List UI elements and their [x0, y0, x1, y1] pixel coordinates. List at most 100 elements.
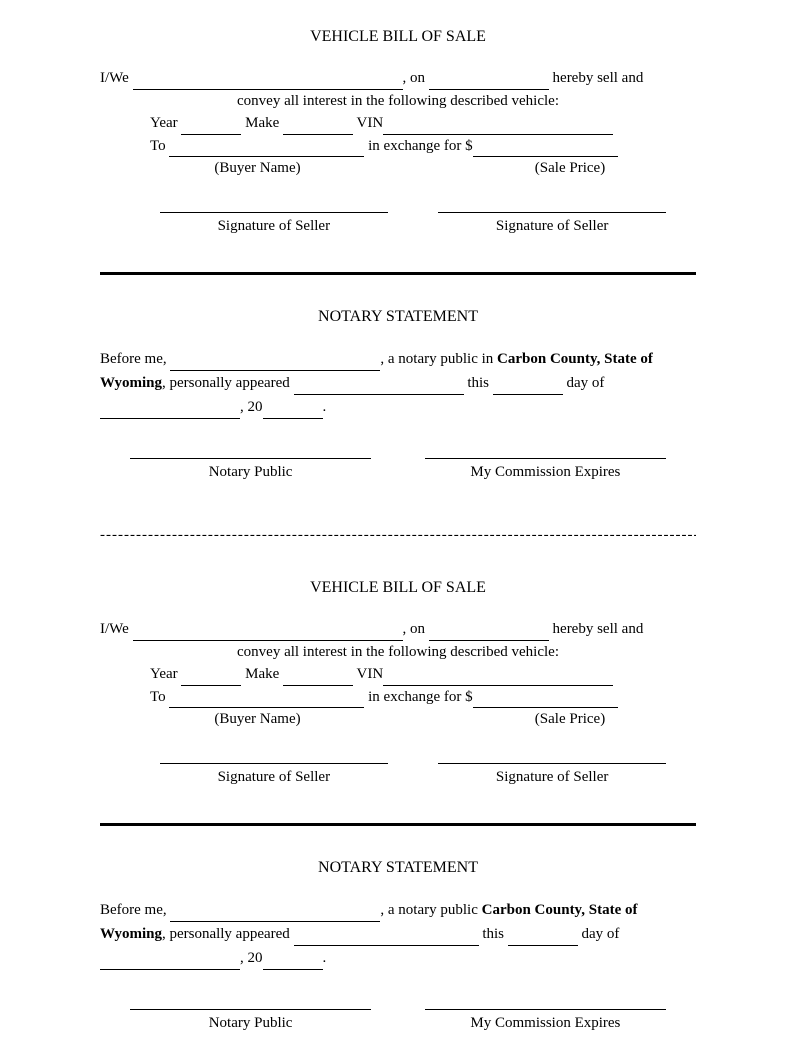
notary-sig-2a: Notary Public	[130, 995, 371, 1035]
notary-title-1: NOTARY STATEMENT	[100, 305, 696, 329]
notary-sig-1b: My Commission Expires	[425, 444, 666, 484]
sig-block-1b: Signature of Seller	[438, 198, 666, 238]
buyer-name-label-2: (Buyer Name)	[150, 708, 365, 731]
exchange-label: in exchange for $	[364, 138, 472, 154]
sig-label-2a: Signature of Seller	[160, 766, 388, 789]
heavy-rule-1	[100, 272, 696, 275]
buyer-name-label: (Buyer Name)	[150, 157, 365, 180]
buyer-line-2: To in exchange for $	[100, 686, 696, 709]
section-notary-1: NOTARY STATEMENT Before me, , a notary p…	[100, 305, 696, 484]
blank-month	[100, 404, 240, 419]
blank-vin	[383, 120, 613, 135]
blank-year-2	[181, 671, 241, 686]
notary-in: , a notary public in	[380, 351, 497, 367]
vin-label: VIN	[353, 115, 383, 131]
notary-sig-line-1b	[425, 444, 666, 459]
heavy-rule-2	[100, 823, 696, 826]
notary-title-2: NOTARY STATEMENT	[100, 856, 696, 880]
before-me: Before me,	[100, 351, 170, 367]
section-notary-2: NOTARY STATEMENT Before me, , a notary p…	[100, 856, 696, 1035]
sig-row-2: Signature of Seller Signature of Seller	[100, 749, 696, 789]
title-2: VEHICLE BILL OF SALE	[100, 576, 696, 600]
blank-appeared-2	[294, 931, 479, 946]
sig-line-1a	[160, 198, 388, 213]
notary-sig-row-1: Notary Public My Commission Expires	[100, 444, 696, 484]
vin-label-2: VIN	[353, 666, 383, 682]
convey-line-1: convey all interest in the following des…	[100, 90, 696, 113]
notary-in-2: , a notary public	[380, 902, 481, 918]
sale-price-label-2: (Sale Price)	[480, 708, 660, 731]
sig-line-1b	[438, 198, 666, 213]
notary-body-1: Before me, , a notary public in Carbon C…	[100, 347, 696, 419]
notary-sig-1a: Notary Public	[130, 444, 371, 484]
blank-make-2	[283, 671, 353, 686]
blank-seller-2	[133, 626, 403, 641]
twenty: , 20	[240, 399, 263, 415]
iwe-text-2: I/We	[100, 621, 133, 637]
spacer	[365, 157, 480, 180]
blank-seller	[133, 75, 403, 90]
commission-label: My Commission Expires	[425, 461, 666, 484]
seller-line-1: I/We , on hereby sell and	[100, 67, 696, 90]
sig-label-2b: Signature of Seller	[438, 766, 666, 789]
period-2: .	[323, 950, 327, 966]
blank-price-2	[473, 693, 618, 708]
blank-year	[181, 120, 241, 135]
sig-line-2b	[438, 749, 666, 764]
personally-2: , personally appeared	[162, 926, 294, 942]
blank-year2-2	[263, 955, 323, 970]
blank-day-2	[508, 931, 578, 946]
hereby-text-2: hereby sell and	[549, 621, 644, 637]
commission-label-2: My Commission Expires	[425, 1012, 666, 1035]
section-bill-of-sale-1: VEHICLE BILL OF SALE I/We , on hereby se…	[100, 25, 696, 237]
blank-date-2	[429, 626, 549, 641]
blank-year2	[263, 404, 323, 419]
vehicle-line-2: Year Make VIN	[100, 663, 696, 686]
before-me-2: Before me,	[100, 902, 170, 918]
blank-notary-name	[170, 356, 380, 371]
blank-notary-name-2	[170, 907, 380, 922]
blank-date	[429, 75, 549, 90]
notary-public-label-2: Notary Public	[130, 1012, 371, 1035]
notary-public-label: Notary Public	[130, 461, 371, 484]
period: .	[323, 399, 327, 415]
twenty-2: , 20	[240, 950, 263, 966]
section-bill-of-sale-2: VEHICLE BILL OF SALE I/We , on hereby se…	[100, 576, 696, 788]
this-text-2: this	[479, 926, 508, 942]
blank-day	[493, 380, 563, 395]
personally: , personally appeared	[162, 375, 294, 391]
sig-block-1a: Signature of Seller	[160, 198, 388, 238]
buyer-line-1: To in exchange for $	[100, 135, 696, 158]
vehicle-line-1: Year Make VIN	[100, 112, 696, 135]
sig-label-1a: Signature of Seller	[160, 215, 388, 238]
blank-appeared	[294, 380, 464, 395]
sig-line-2a	[160, 749, 388, 764]
make-label: Make	[241, 115, 283, 131]
notary-sig-line-2a	[130, 995, 371, 1010]
dashed-rule: ----------------------------------------…	[100, 524, 696, 547]
label-row-2: (Buyer Name) (Sale Price)	[100, 708, 696, 731]
sig-row-1: Signature of Seller Signature of Seller	[100, 198, 696, 238]
notary-body-2: Before me, , a notary public Carbon Coun…	[100, 898, 696, 970]
convey-line-2: convey all interest in the following des…	[100, 641, 696, 664]
blank-month-2	[100, 955, 240, 970]
county: Carbon County	[497, 351, 597, 367]
day-of-2: day of	[578, 926, 620, 942]
notary-sig-row-2: Notary Public My Commission Expires	[100, 995, 696, 1035]
notary-sig-line-1a	[130, 444, 371, 459]
on-text: , on	[403, 70, 429, 86]
make-label-2: Make	[241, 666, 283, 682]
year-label: Year	[150, 115, 181, 131]
sale-price-label: (Sale Price)	[480, 157, 660, 180]
spacer-2	[365, 708, 480, 731]
sig-block-2b: Signature of Seller	[438, 749, 666, 789]
hereby-text: hereby sell and	[549, 70, 644, 86]
to-label: To	[150, 138, 169, 154]
blank-vin-2	[383, 671, 613, 686]
blank-price	[473, 142, 618, 157]
year-label-2: Year	[150, 666, 181, 682]
sig-label-1b: Signature of Seller	[438, 215, 666, 238]
exchange-label-2: in exchange for $	[364, 689, 472, 705]
iwe-text: I/We	[100, 70, 133, 86]
on-text-2: , on	[403, 621, 429, 637]
